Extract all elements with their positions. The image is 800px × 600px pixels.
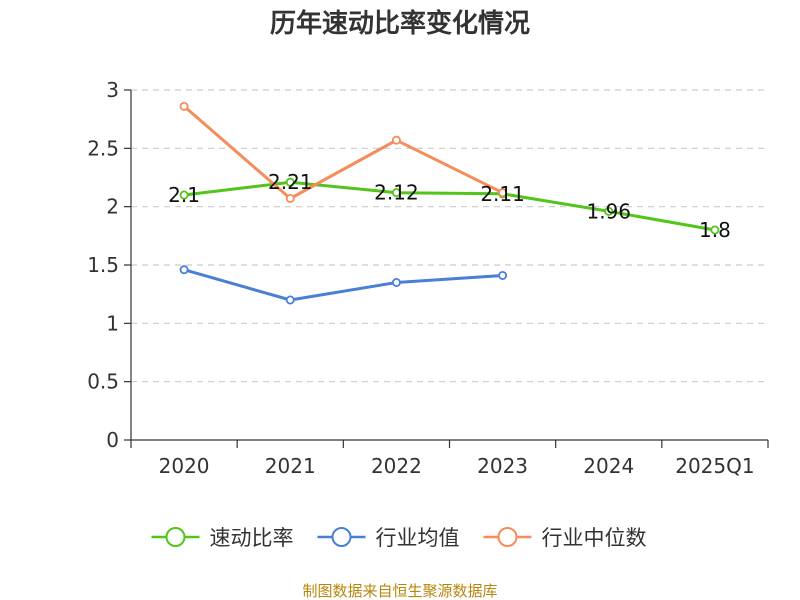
legend-label: 行业中位数 bbox=[542, 526, 647, 550]
data-point bbox=[285, 177, 295, 187]
data-label: 2.12 bbox=[374, 181, 419, 205]
data-point bbox=[391, 135, 401, 145]
data-point bbox=[391, 188, 401, 198]
data-point bbox=[179, 101, 189, 111]
series-line-2 bbox=[183, 105, 504, 200]
y-tick-label: 3 bbox=[106, 78, 119, 102]
data-point bbox=[179, 265, 189, 275]
data-label: 2.21 bbox=[268, 170, 313, 194]
footer-source: 制图数据来自恒生聚源数据库 bbox=[302, 582, 497, 600]
y-tick-label: 0.5 bbox=[87, 370, 119, 394]
legend-marker bbox=[497, 527, 518, 547]
legend-marker bbox=[331, 527, 352, 547]
x-tick-label: 2021 bbox=[265, 454, 316, 478]
y-tick-label: 2 bbox=[106, 195, 119, 219]
data-point bbox=[498, 188, 508, 198]
series-group bbox=[179, 101, 720, 305]
y-tick-label: 0 bbox=[106, 428, 119, 452]
x-tick-label: 2025Q1 bbox=[675, 454, 754, 478]
x-tick-label: 2020 bbox=[159, 454, 210, 478]
axes: 0 0.5 1 1.5 2 2.5 3 2020 2021 2022 2023 2024 2025Q1 bbox=[87, 78, 769, 478]
data-point bbox=[285, 193, 295, 203]
chart-title: 历年速动比率变化情况 bbox=[270, 8, 530, 39]
data-point bbox=[285, 295, 295, 305]
data-point bbox=[498, 270, 508, 280]
series-line-1 bbox=[183, 268, 503, 302]
y-tick-label: 2.5 bbox=[87, 136, 119, 160]
y-tick-label: 1 bbox=[106, 311, 119, 335]
x-tick-label: 2022 bbox=[371, 454, 422, 478]
data-labels: 2.1 2.21 2.12 2.11 1.96 1.8 bbox=[168, 170, 731, 242]
data-label: 1.8 bbox=[699, 218, 731, 242]
legend-label: 行业均值 bbox=[376, 526, 460, 550]
data-label: 2.11 bbox=[480, 182, 525, 206]
data-point bbox=[179, 190, 189, 200]
x-tick-label: 2024 bbox=[583, 454, 634, 478]
data-point bbox=[604, 206, 614, 216]
data-label: 1.96 bbox=[586, 199, 631, 223]
data-point bbox=[391, 277, 401, 287]
y-tick-label: 1.5 bbox=[87, 253, 119, 277]
legend-label: 速动比率 bbox=[210, 526, 294, 550]
grid-lines bbox=[131, 89, 768, 383]
legend: 速动比率 行业均值 行业中位数 bbox=[151, 526, 647, 550]
x-tick-label: 2023 bbox=[477, 454, 528, 478]
legend-marker bbox=[165, 527, 186, 547]
data-point bbox=[710, 225, 720, 235]
data-label: 2.1 bbox=[168, 183, 200, 207]
